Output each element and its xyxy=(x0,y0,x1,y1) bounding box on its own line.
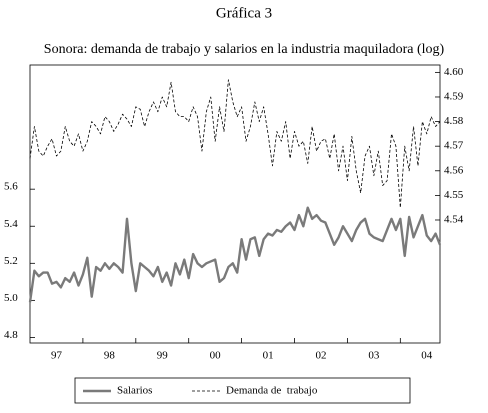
y2-tick-label: 4.56 xyxy=(444,164,464,176)
legend-label: Demanda de trabajo xyxy=(226,385,318,397)
chart-subtitle: Sonora: demanda de trabajo y salarios en… xyxy=(44,42,445,57)
x-tick-label: 03 xyxy=(368,350,380,362)
y-tick-label: 5.0 xyxy=(4,292,18,304)
y2-tick-label: 4.55 xyxy=(444,189,464,201)
y-tick-label: 5.4 xyxy=(4,218,18,230)
chart-title: Gráfica 3 xyxy=(216,5,272,21)
series-line xyxy=(28,206,442,303)
x-tick-label: 97 xyxy=(51,350,63,362)
x-tick-label: 00 xyxy=(210,350,222,362)
y-tick-label: 5.2 xyxy=(4,255,18,267)
x-tick-label: 01 xyxy=(263,350,274,362)
y-tick-label: 5.6 xyxy=(4,181,18,193)
y2-tick-label: 4.59 xyxy=(444,91,464,103)
legend-box xyxy=(74,377,411,404)
y-tick-label: 4.8 xyxy=(4,329,18,341)
x-tick-label: 99 xyxy=(157,350,169,362)
y2-tick-label: 4.57 xyxy=(444,140,464,152)
legend-label: Salarios xyxy=(117,385,152,397)
y2-tick-label: 4.58 xyxy=(444,115,464,127)
x-tick-label: 02 xyxy=(315,350,326,362)
x-tick-label: 04 xyxy=(421,350,433,362)
x-tick-label: 98 xyxy=(104,350,116,362)
series-line xyxy=(29,79,441,209)
y2-tick-label: 4.60 xyxy=(444,66,464,78)
y2-tick-label: 4.54 xyxy=(444,214,464,226)
plot-frame xyxy=(29,64,441,344)
